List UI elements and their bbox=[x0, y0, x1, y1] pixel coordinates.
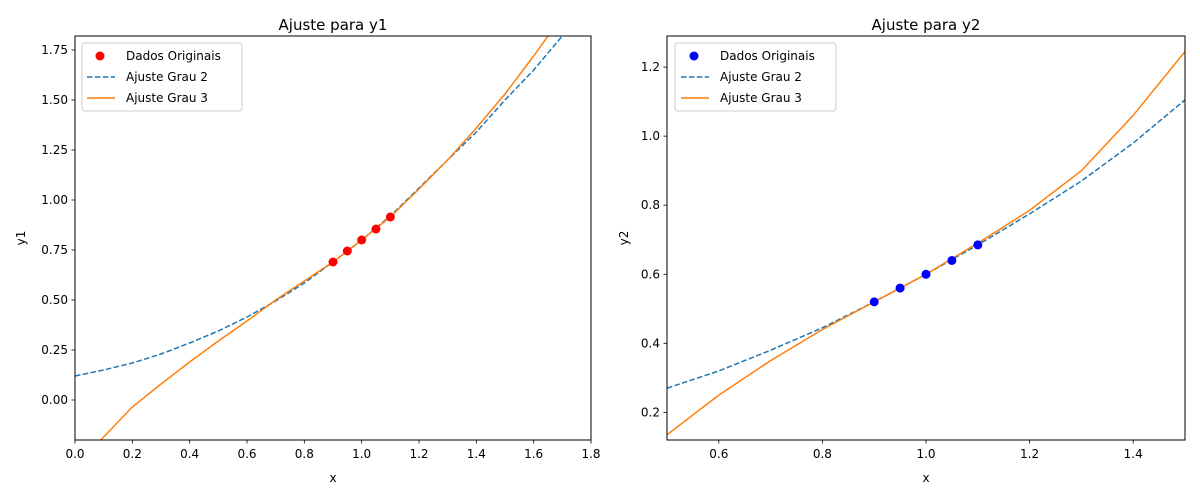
y-tick-label: 1.00 bbox=[41, 193, 68, 207]
legend-label-scatter: Dados Originais bbox=[126, 49, 221, 63]
x-tick-label: 1.6 bbox=[524, 447, 543, 461]
legend-label-fit3: Ajuste Grau 3 bbox=[720, 91, 802, 105]
x-tick-label: 1.0 bbox=[916, 447, 935, 461]
data-point bbox=[869, 297, 879, 307]
y-tick-label: 0.75 bbox=[41, 243, 68, 257]
x-ticks: 0.6 0.8 1.0 1.2 1.4 bbox=[709, 440, 1143, 461]
y-tick-label: 0.4 bbox=[641, 336, 660, 350]
x-tick-label: 0.6 bbox=[237, 447, 256, 461]
legend-label-fit3: Ajuste Grau 3 bbox=[126, 91, 208, 105]
y-tick-label: 1.0 bbox=[641, 129, 660, 143]
legend: Dados Originais Ajuste Grau 2 Ajuste Gra… bbox=[81, 42, 243, 112]
y-axis-label: y1 bbox=[14, 231, 28, 246]
y-ticks: 0.2 0.4 0.6 0.8 1.0 1.2 bbox=[641, 60, 667, 419]
y-tick-label: 0.6 bbox=[641, 267, 660, 281]
y-ticks: 0.00 0.25 0.50 0.75 1.00 1.25 1.50 1.75 bbox=[41, 43, 75, 407]
legend-box bbox=[81, 42, 243, 112]
y-tick-label: 1.2 bbox=[641, 60, 660, 74]
fit-degree2-line bbox=[75, 36, 563, 377]
data-point bbox=[385, 212, 395, 222]
data-point bbox=[328, 257, 338, 267]
x-tick-label: 1.8 bbox=[581, 447, 600, 461]
y-tick-label: 0.00 bbox=[41, 393, 68, 407]
y-axis-label: y2 bbox=[617, 231, 631, 246]
series-layer bbox=[75, 36, 563, 440]
data-point bbox=[947, 255, 957, 265]
data-point bbox=[357, 235, 367, 245]
x-axis-label: x bbox=[922, 471, 929, 485]
data-point bbox=[371, 224, 381, 234]
data-point bbox=[921, 269, 931, 279]
x-tick-label: 0.4 bbox=[180, 447, 199, 461]
legend-marker-scatter bbox=[95, 51, 105, 61]
plot-area bbox=[75, 36, 563, 440]
y-tick-label: 1.75 bbox=[41, 43, 68, 57]
y-tick-label: 0.25 bbox=[41, 343, 68, 357]
y-tick-label: 0.2 bbox=[641, 405, 660, 419]
y-tick-label: 1.25 bbox=[41, 143, 68, 157]
data-point bbox=[342, 246, 352, 256]
legend-label-scatter: Dados Originais bbox=[720, 49, 815, 63]
x-tick-label: 0.8 bbox=[295, 447, 314, 461]
x-ticks: 0.0 0.2 0.4 0.6 0.8 1.0 1.2 1.4 1.6 1.8 bbox=[65, 440, 601, 461]
y-tick-label: 1.50 bbox=[41, 93, 68, 107]
series-layer bbox=[667, 51, 1185, 436]
legend-label-fit2: Ajuste Grau 2 bbox=[126, 70, 208, 84]
x-tick-label: 0.8 bbox=[813, 447, 832, 461]
y-tick-label: 0.8 bbox=[641, 198, 660, 212]
plot-area bbox=[667, 51, 1185, 436]
x-tick-label: 0.0 bbox=[65, 447, 84, 461]
x-tick-label: 1.4 bbox=[1124, 447, 1143, 461]
x-axis-label: x bbox=[329, 471, 336, 485]
chart-title: Ajuste para y2 bbox=[872, 16, 981, 34]
x-tick-label: 0.6 bbox=[709, 447, 728, 461]
legend-marker-scatter bbox=[689, 51, 699, 61]
data-point bbox=[973, 240, 983, 250]
chart-y1: Ajuste para y1 0.0 0.2 0.4 0.6 0.8 1.0 1.2 1.4 1… bbox=[14, 16, 601, 485]
x-tick-label: 1.0 bbox=[352, 447, 371, 461]
axes-frame bbox=[74, 35, 592, 441]
x-tick-label: 0.2 bbox=[123, 447, 142, 461]
chart-title: Ajuste para y1 bbox=[279, 16, 388, 34]
y-tick-label: 0.50 bbox=[41, 293, 68, 307]
legend-box bbox=[674, 42, 837, 112]
fit-degree2-line bbox=[667, 99, 1185, 389]
x-tick-label: 1.2 bbox=[1020, 447, 1039, 461]
data-point bbox=[895, 283, 905, 293]
x-tick-label: 1.2 bbox=[409, 447, 428, 461]
x-tick-label: 1.4 bbox=[467, 447, 486, 461]
legend: Dados Originais Ajuste Grau 2 Ajuste Gra… bbox=[674, 42, 837, 112]
legend-label-fit2: Ajuste Grau 2 bbox=[720, 70, 802, 84]
chart-y2: Ajuste para y2 0.6 0.8 1.0 1.2 1.4 0.2 0.4 0.6… bbox=[617, 16, 1186, 485]
